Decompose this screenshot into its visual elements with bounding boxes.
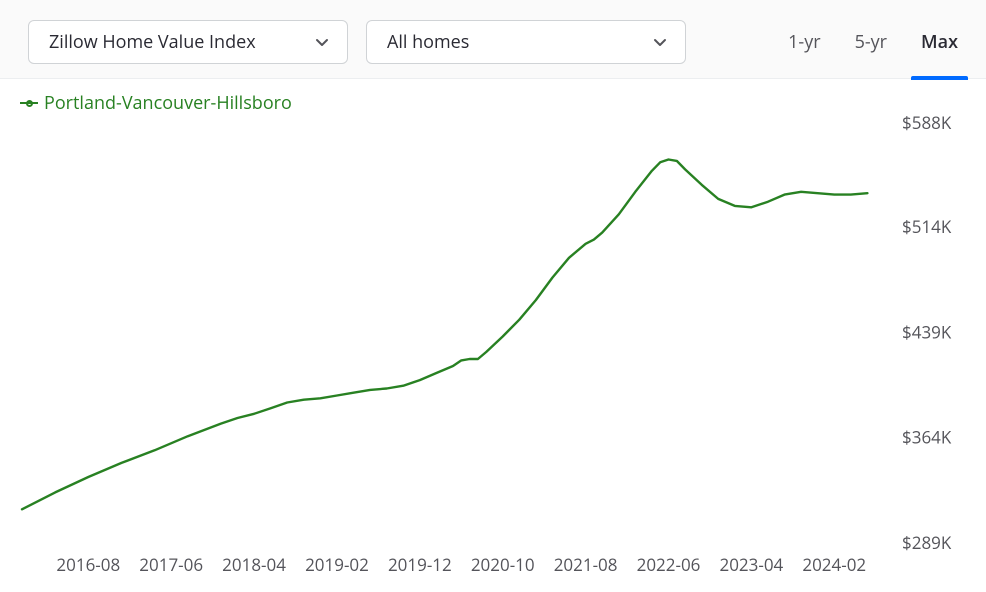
x-axis-tick-label: 2019-12 bbox=[388, 553, 452, 576]
x-axis-tick-label: 2016-08 bbox=[56, 553, 120, 576]
range-option-5yr[interactable]: 5-yr bbox=[851, 24, 891, 64]
time-range-toggle: 1-yr 5-yr Max bbox=[784, 20, 962, 64]
y-axis-tick-label: $588K bbox=[902, 115, 952, 134]
metric-dropdown-label: Zillow Home Value Index bbox=[49, 30, 256, 54]
legend-marker-icon bbox=[20, 98, 38, 108]
controls-bar: Zillow Home Value Index All homes 1-yr 5-… bbox=[0, 0, 986, 79]
x-axis-tick-label: 2019-02 bbox=[305, 553, 369, 576]
chart-legend: Portland-Vancouver-Hillsboro bbox=[0, 79, 986, 115]
x-axis-tick-label: 2024-02 bbox=[802, 553, 866, 576]
home-type-dropdown[interactable]: All homes bbox=[366, 20, 686, 64]
range-option-1yr[interactable]: 1-yr bbox=[784, 24, 824, 64]
chart-area: $588K $514K $439K $364K $289K 2016-08 2017-06 2… bbox=[16, 115, 976, 585]
legend-label: Portland-Vancouver-Hillsboro bbox=[44, 91, 292, 115]
line-chart: $588K $514K $439K $364K $289K 2016-08 2017-06 2… bbox=[16, 115, 976, 585]
x-axis-tick-label: 2023-04 bbox=[719, 553, 783, 576]
x-axis-tick-label: 2022-06 bbox=[637, 553, 701, 576]
y-axis-tick-label: $364K bbox=[902, 426, 952, 449]
x-axis-tick-label: 2020-10 bbox=[471, 553, 535, 576]
chevron-down-icon bbox=[313, 33, 331, 51]
y-axis-tick-label: $289K bbox=[902, 531, 952, 554]
metric-dropdown[interactable]: Zillow Home Value Index bbox=[28, 20, 348, 64]
series-line-pvh bbox=[22, 160, 867, 510]
home-type-dropdown-label: All homes bbox=[387, 30, 469, 54]
y-axis-tick-label: $439K bbox=[902, 320, 952, 343]
range-option-max[interactable]: Max bbox=[917, 24, 962, 64]
x-axis-tick-label: 2021-08 bbox=[554, 553, 618, 576]
x-axis-tick-label: 2018-04 bbox=[222, 553, 286, 576]
chevron-down-icon bbox=[651, 33, 669, 51]
y-axis-tick-label: $514K bbox=[902, 215, 952, 238]
x-axis-tick-label: 2017-06 bbox=[139, 553, 203, 576]
legend-item-pvh[interactable]: Portland-Vancouver-Hillsboro bbox=[20, 91, 292, 115]
